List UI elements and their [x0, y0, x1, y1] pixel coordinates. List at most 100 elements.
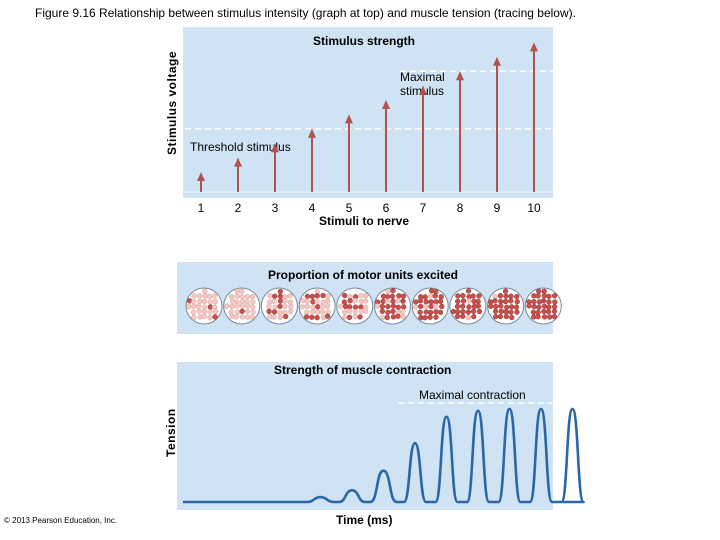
excited-fiber	[390, 303, 397, 309]
resting-fiber	[374, 303, 380, 309]
resting-fiber	[352, 298, 358, 304]
excited-fiber	[390, 287, 396, 294]
resting-fiber	[319, 309, 326, 315]
excited-fiber	[470, 293, 476, 299]
resting-fiber	[272, 304, 278, 310]
excited-fiber	[541, 288, 547, 294]
excited-fiber	[503, 313, 510, 320]
excited-fiber	[513, 304, 520, 310]
excited-fiber	[413, 299, 419, 305]
excited-fiber	[396, 293, 402, 299]
excited-fiber	[277, 293, 284, 299]
excited-fiber	[503, 293, 509, 299]
resting-fiber	[346, 308, 353, 314]
resting-fiber	[395, 298, 401, 304]
excited-fiber	[551, 293, 558, 299]
resting-fiber	[400, 314, 406, 320]
excited-fiber	[492, 314, 499, 320]
excited-fiber	[488, 299, 494, 305]
excited-fiber	[455, 293, 461, 299]
resting-fiber	[362, 298, 369, 304]
stimulus-arrow-head	[530, 42, 538, 52]
excited-fiber	[508, 298, 514, 304]
resting-fiber	[287, 293, 293, 299]
resting-fiber	[319, 303, 325, 310]
resting-fiber	[352, 309, 358, 315]
resting-fiber	[277, 309, 283, 316]
x-tick-label: 2	[234, 201, 242, 215]
resting-fiber	[412, 304, 419, 310]
resting-fiber	[201, 313, 207, 320]
stimulus-strength-title: Stimulus strength	[313, 34, 416, 48]
excited-fiber	[357, 314, 363, 320]
resting-fiber	[201, 308, 208, 315]
excited-fiber	[314, 293, 320, 299]
excited-fiber	[498, 303, 504, 309]
stimulus-arrow-head	[234, 157, 242, 167]
resting-fiber	[234, 303, 240, 309]
excited-fiber	[502, 288, 509, 294]
excited-fiber	[390, 308, 396, 315]
resting-fiber	[191, 293, 197, 299]
resting-fiber	[362, 308, 369, 314]
stimulus-arrow-head	[308, 128, 316, 138]
resting-fiber	[428, 293, 434, 299]
excited-fiber	[498, 298, 504, 305]
stimulus-chart-panel	[183, 27, 553, 198]
excited-fiber	[422, 315, 428, 321]
resting-fiber	[197, 298, 203, 305]
motor-units-title: Proportion of motor units excited	[268, 268, 459, 282]
resting-fiber	[190, 299, 197, 305]
excited-fiber	[325, 313, 331, 319]
stimuli-to-nerve-label: Stimuli to nerve	[319, 214, 410, 228]
excited-fiber	[390, 298, 396, 304]
excited-fiber	[437, 309, 444, 316]
resting-fiber	[267, 299, 273, 305]
resting-fiber	[466, 298, 472, 304]
excited-fiber	[540, 298, 547, 304]
excited-fiber	[493, 303, 499, 310]
resting-fiber	[304, 298, 310, 304]
stimulus-arrow-head	[345, 114, 353, 124]
resting-fiber	[277, 314, 284, 320]
resting-fiber	[206, 293, 213, 300]
excited-fiber	[509, 314, 515, 321]
excited-fiber	[304, 293, 311, 300]
resting-fiber	[228, 309, 234, 315]
excited-fiber	[455, 309, 461, 315]
resting-fiber	[244, 303, 251, 309]
excited-fiber	[541, 293, 547, 299]
x-tick-label: 8	[456, 201, 464, 215]
excited-fiber	[428, 288, 435, 294]
resting-fiber	[211, 304, 218, 310]
resting-fiber	[239, 303, 245, 309]
excited-fiber	[400, 293, 407, 299]
resting-fiber	[384, 298, 391, 304]
resting-fiber	[234, 288, 240, 294]
resting-fiber	[239, 288, 245, 294]
excited-fiber	[541, 303, 548, 309]
excited-fiber	[347, 298, 353, 304]
excited-fiber	[277, 288, 284, 295]
resting-fiber	[212, 299, 218, 305]
excited-fiber	[536, 304, 542, 310]
excited-fiber	[395, 313, 401, 319]
resting-fiber	[207, 299, 213, 305]
excited-fiber	[389, 293, 396, 299]
excited-fiber	[545, 309, 552, 315]
resting-fiber	[196, 293, 203, 299]
excited-fiber	[422, 294, 428, 300]
resting-fiber	[271, 298, 277, 304]
excited-fiber	[390, 314, 397, 320]
excited-fiber	[212, 314, 218, 320]
excited-fiber	[551, 308, 558, 314]
resting-fiber	[385, 288, 391, 294]
excited-fiber	[476, 308, 483, 315]
resting-fiber	[423, 303, 429, 310]
resting-fiber	[213, 308, 219, 315]
resting-fiber	[400, 309, 406, 315]
stimulus-arrow-head	[419, 85, 427, 95]
resting-fiber	[249, 293, 255, 300]
excited-fiber	[341, 299, 347, 305]
